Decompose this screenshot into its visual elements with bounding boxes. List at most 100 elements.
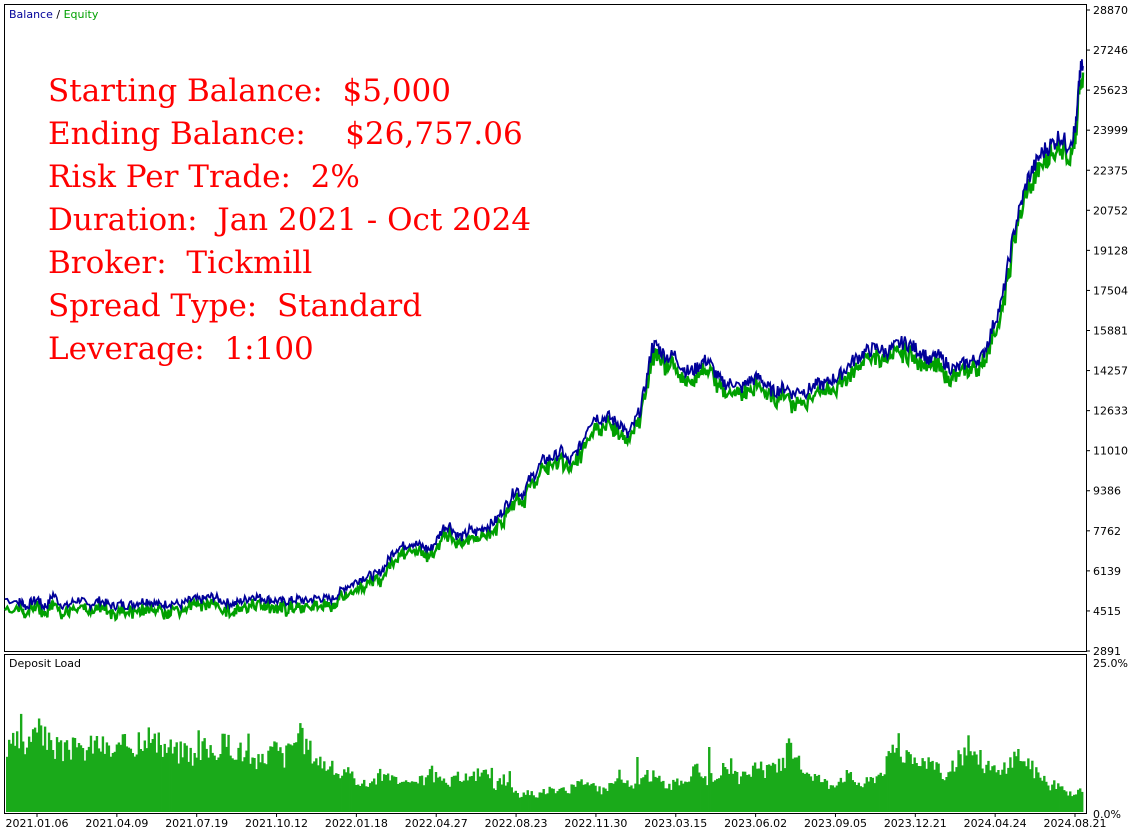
- deposit-load-bar: [49, 740, 53, 812]
- deposit-load-bar: [217, 757, 220, 812]
- deposit-load-bar: [612, 783, 615, 812]
- deposit-load-bar: [157, 732, 160, 812]
- deposit-load-bar: [446, 784, 450, 812]
- deposit-load-bar: [905, 750, 908, 812]
- deposit-load-bar: [163, 743, 166, 812]
- deposit-load-bar: [927, 757, 930, 812]
- deposit-load-bar: [731, 773, 735, 812]
- deposit-load-bar: [751, 765, 755, 812]
- legend-balance: Balance: [9, 8, 53, 21]
- deposit-load-bar: [616, 778, 619, 812]
- deposit-load-bar: [989, 770, 992, 812]
- deposit-load-bar: [472, 771, 476, 812]
- deposit-load-bar: [55, 737, 59, 812]
- deposit-load-bar: [979, 750, 982, 812]
- deposit-load-bar: [594, 785, 597, 812]
- deposit-load-bar: [779, 770, 783, 812]
- deposit-load-bar: [426, 775, 430, 812]
- deposit-load-bar: [1053, 780, 1056, 812]
- deposit-load-bar: [478, 776, 482, 812]
- deposit-load-bar: [1055, 789, 1058, 812]
- deposit-load-bar: [1021, 761, 1024, 812]
- deposit-load-bar: [145, 748, 148, 812]
- deposit-load-bar: [606, 791, 609, 812]
- deposit-load-bar: [514, 790, 517, 812]
- deposit-load-bar: [1031, 760, 1034, 812]
- deposit-load-bar: [787, 738, 791, 812]
- deposit-load-bar: [57, 742, 61, 812]
- deposit-load-bar: [494, 790, 498, 812]
- deposit-load-bar: [1045, 781, 1048, 812]
- x-tick-label: 2022.08.23: [485, 817, 548, 830]
- deposit-load-bar: [686, 782, 689, 812]
- deposit-load-bar: [189, 747, 192, 812]
- x-tick-label: 2023.03.15: [644, 817, 707, 830]
- deposit-load-bar: [424, 777, 428, 812]
- deposit-load-bar: [428, 769, 432, 812]
- stat-leverage: Leverage: 1:100: [48, 331, 314, 367]
- y-tick-label: 17504: [1093, 284, 1128, 297]
- deposit-load-bar: [638, 784, 641, 812]
- deposit-load-bar: [233, 759, 236, 812]
- deposit-load-bar: [628, 786, 631, 812]
- deposit-load-bar: [901, 762, 904, 812]
- main-chart-frame: [4, 4, 1087, 652]
- deposit-load-bar: [305, 738, 308, 812]
- deposit-load-bar: [622, 782, 625, 812]
- equity-series: [3, 72, 1085, 622]
- deposit-load-bar: [853, 782, 857, 812]
- deposit-load-bar: [650, 781, 653, 812]
- deposit-load-bar: [412, 781, 416, 812]
- deposit-load-bar: [895, 748, 898, 812]
- deposit-load-bar: [799, 769, 803, 812]
- deposit-load-bar: [851, 780, 855, 812]
- deposit-load-bar: [670, 789, 673, 812]
- deposit-load-bar: [43, 726, 47, 812]
- deposit-load-bar: [933, 769, 936, 812]
- deposit-load-bar: [259, 762, 262, 812]
- deposit-load-bar: [614, 781, 617, 812]
- deposit-load-bar: [1027, 758, 1030, 812]
- deposit-load-bar: [203, 738, 206, 812]
- deposit-load-bar: [506, 782, 509, 812]
- deposit-load-bar: [867, 781, 870, 812]
- deposit-load-bar: [97, 748, 101, 812]
- deposit-load-bar: [931, 760, 934, 812]
- deposit-load-bar: [213, 755, 216, 812]
- deposit-load-bar: [15, 731, 19, 812]
- deposit-load-title: Deposit Load: [9, 657, 81, 670]
- deposit-load-bar: [275, 742, 278, 812]
- deposit-load-bar: [684, 781, 687, 812]
- deposit-load-bar: [837, 781, 841, 812]
- deposit-load-bar: [410, 781, 414, 812]
- deposit-load-bar: [225, 746, 228, 812]
- deposit-load-bar: [753, 762, 757, 812]
- deposit-load-bar: [825, 780, 829, 812]
- deposit-load-bar: [999, 774, 1002, 812]
- deposit-load-bar: [135, 754, 139, 812]
- deposit-load-bar: [303, 754, 306, 812]
- deposit-load-bar: [63, 742, 67, 812]
- deposit-load-bar: [365, 786, 368, 812]
- deposit-load-bar: [993, 765, 996, 812]
- deposit-load-bar: [333, 774, 336, 812]
- deposit-load-bar: [267, 750, 270, 812]
- deposit-load-bar: [23, 754, 27, 812]
- deposit-load-bar: [462, 780, 466, 812]
- deposit-load-bar: [339, 778, 342, 812]
- deposit-load-bar: [871, 777, 874, 812]
- deposit-load-bar: [241, 761, 244, 812]
- deposit-load-bar: [307, 749, 310, 812]
- deposit-load-bar: [508, 771, 511, 812]
- deposit-load-bar: [983, 773, 986, 812]
- deposit-load-bar: [869, 777, 872, 812]
- deposit-load-bar: [893, 752, 896, 812]
- deposit-load-bar: [337, 774, 340, 812]
- deposit-load-bar: [704, 776, 707, 812]
- deposit-load-bar: [1079, 788, 1082, 812]
- x-tick-label: 2023.06.02: [724, 817, 787, 830]
- deposit-load-bar: [646, 770, 649, 812]
- deposit-load-bar: [602, 787, 605, 812]
- deposit-load-bar: [392, 776, 396, 812]
- deposit-load-bar: [911, 764, 914, 812]
